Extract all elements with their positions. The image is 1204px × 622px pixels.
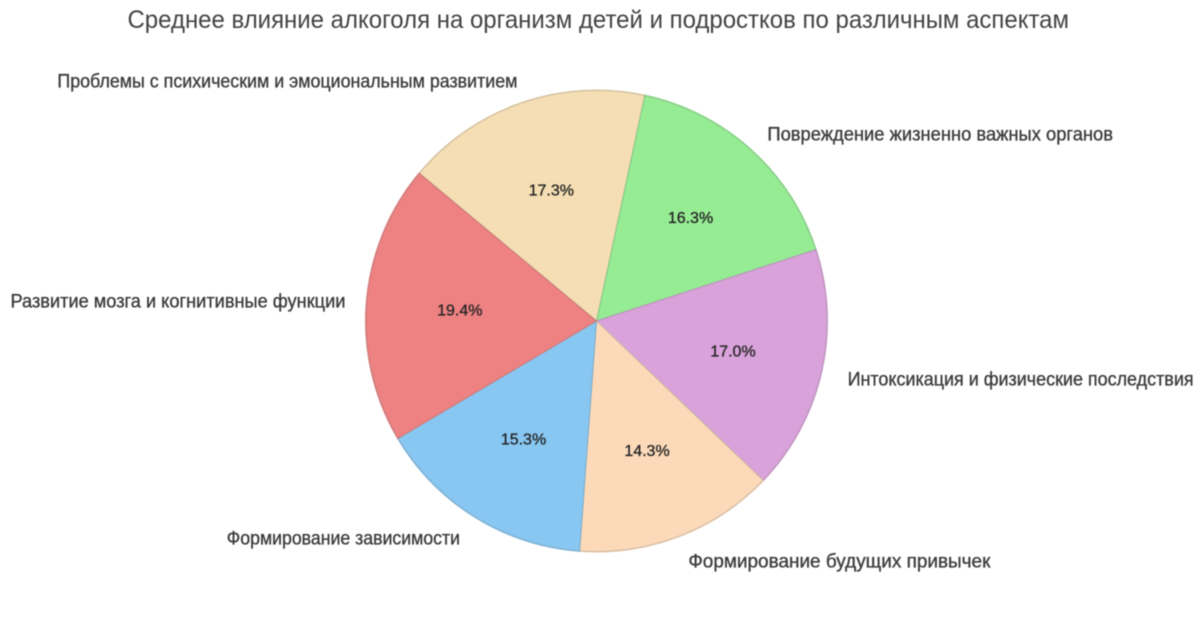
svg-text:16.3%: 16.3% (668, 210, 713, 227)
svg-text:Интоксикация и физические посл: Интоксикация и физические последствия (848, 370, 1194, 391)
svg-text:17.3%: 17.3% (529, 183, 574, 200)
svg-text:14.3%: 14.3% (624, 443, 669, 460)
svg-text:Формирование будущих привычек: Формирование будущих привычек (688, 552, 991, 573)
svg-text:15.3%: 15.3% (501, 432, 546, 449)
svg-text:Формирование зависимости: Формирование зависимости (227, 529, 460, 550)
svg-text:19.4%: 19.4% (437, 303, 482, 320)
svg-text:Повреждение жизненно важных ор: Повреждение жизненно важных органов (767, 125, 1113, 146)
svg-text:Развитие мозга и когнитивные ф: Развитие мозга и когнитивные функции (11, 292, 346, 313)
svg-text:17.0%: 17.0% (710, 344, 755, 361)
svg-text:Проблемы с психическим и эмоци: Проблемы с психическим и эмоциональным р… (57, 72, 517, 93)
svg-text:Среднее влияние алкоголя на ор: Среднее влияние алкоголя на организм дет… (128, 6, 1070, 34)
